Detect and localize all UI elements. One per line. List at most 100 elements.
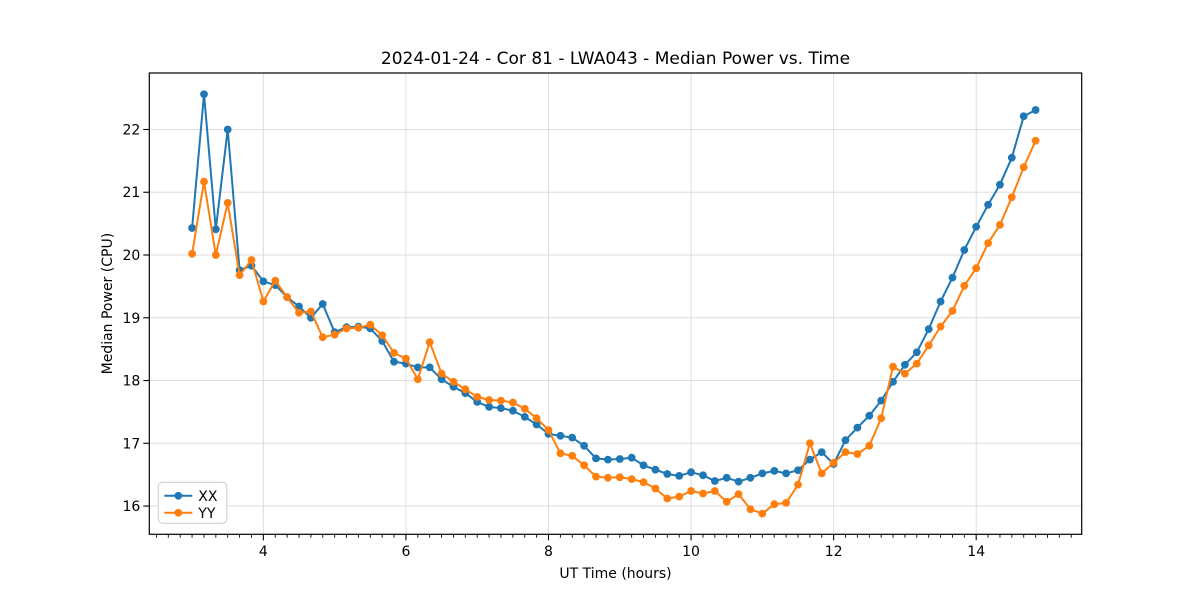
series-xx-marker: [948, 273, 957, 282]
series-xx-marker: [675, 472, 684, 480]
series-yy-marker: [699, 489, 707, 498]
series-yy-marker: [402, 354, 410, 363]
series-yy-marker: [960, 281, 969, 290]
series-yy-marker: [568, 451, 577, 460]
legend-entry-label: YY: [197, 506, 216, 522]
series-yy-marker: [390, 349, 398, 357]
series-yy-marker: [235, 271, 244, 279]
legend-sample-marker: [174, 491, 183, 500]
x-tick-label: 14: [967, 544, 985, 560]
series-yy-marker: [366, 320, 375, 329]
series-xx-marker: [924, 325, 933, 333]
series-yy-marker: [663, 494, 672, 503]
series-xx-marker: [865, 411, 874, 420]
series-yy-marker: [687, 487, 695, 495]
y-tick-label: 17: [122, 436, 140, 452]
series-yy-line: [191, 140, 1037, 515]
series-xx-marker: [639, 461, 648, 470]
series-yy-marker: [675, 492, 684, 501]
series-yy-marker: [580, 461, 588, 470]
series-yy-marker: [877, 414, 886, 423]
series-xx-marker: [699, 471, 707, 480]
series-xx-marker: [794, 466, 802, 475]
legend-sample-marker: [174, 508, 183, 517]
series-xx-marker: [604, 455, 612, 464]
series-yy-marker: [307, 307, 315, 316]
series-yy-marker: [889, 362, 897, 371]
series-xx-line: [191, 93, 1037, 483]
series-yy-marker: [615, 473, 624, 482]
series-xx-marker: [984, 200, 992, 209]
series-xx-marker: [1019, 112, 1028, 121]
series-yy-marker: [520, 404, 529, 413]
series-xx-marker: [200, 90, 208, 99]
series-xx-marker: [413, 363, 422, 372]
series-yy-marker: [461, 385, 470, 394]
series-yy-marker: [1031, 136, 1040, 145]
series-yy-marker: [841, 448, 850, 456]
y-tick-label: 20: [122, 248, 140, 264]
series-xx-marker: [663, 470, 672, 478]
series-yy-marker: [782, 499, 790, 507]
series-yy-marker: [425, 338, 434, 347]
series-yy-marker: [318, 333, 327, 342]
series-xx-marker: [687, 468, 695, 477]
series-yy-marker: [758, 509, 767, 518]
series-yy-marker: [996, 221, 1004, 229]
series-xx-marker: [889, 377, 897, 386]
series-yy-marker: [984, 239, 992, 248]
series-yy-marker: [223, 199, 232, 207]
series-yy-marker: [639, 478, 648, 487]
series-xx-marker: [615, 455, 624, 463]
series-xx-marker: [853, 423, 862, 432]
series-xx: [188, 90, 1040, 486]
y-tick-label: 21: [122, 185, 140, 201]
series-xx-marker: [936, 297, 945, 306]
series-xx-marker: [1007, 153, 1016, 162]
x-tick-label: 12: [825, 544, 843, 560]
series-xx-marker: [485, 403, 493, 411]
series-xx-marker: [211, 225, 220, 234]
series-yy-marker: [188, 249, 197, 258]
series-yy-marker: [853, 450, 862, 458]
series-yy-marker: [509, 398, 517, 407]
series-yy-marker: [865, 441, 874, 450]
series-yy-marker: [247, 256, 256, 264]
series-xx-marker: [592, 454, 600, 463]
series-yy-marker: [604, 473, 612, 482]
series-xx-marker: [259, 277, 268, 286]
series-yy-marker: [710, 487, 719, 495]
series-yy-marker: [413, 375, 422, 384]
series-yy-marker: [378, 331, 387, 340]
series-yy-marker: [532, 414, 541, 423]
series-yy-marker: [770, 500, 779, 509]
x-tick-label: 6: [401, 544, 410, 560]
series-yy-marker: [806, 439, 814, 448]
y-tick-label: 16: [122, 499, 140, 515]
series-xx-marker: [841, 436, 850, 445]
series-yy-marker: [473, 393, 482, 401]
series-xx-marker: [806, 455, 814, 464]
series-yy-marker: [948, 307, 957, 315]
series-yy-marker: [912, 359, 921, 368]
series-yy-marker: [330, 330, 339, 339]
series-yy-marker: [449, 377, 458, 386]
series-yy-marker: [437, 369, 446, 378]
x-axis-label: UT Time (hours): [559, 566, 671, 582]
series-yy-marker: [200, 177, 208, 186]
series-xx-marker: [734, 477, 743, 486]
series-yy-marker: [271, 276, 280, 285]
series-xx-marker: [532, 420, 541, 429]
series-xx-marker: [425, 363, 434, 372]
series-xx-marker: [710, 477, 719, 485]
series-yy-marker: [283, 293, 291, 301]
series-yy-marker: [485, 396, 493, 404]
series-xx-marker: [782, 469, 790, 478]
series-xx-marker: [746, 473, 755, 482]
series-yy-marker: [556, 449, 565, 458]
series-yy-marker: [901, 369, 909, 378]
series-xx-marker: [877, 396, 886, 405]
series-xx-marker: [509, 406, 517, 415]
y-tick-label: 19: [122, 311, 140, 327]
legend-entry-yy: YY: [164, 506, 216, 522]
